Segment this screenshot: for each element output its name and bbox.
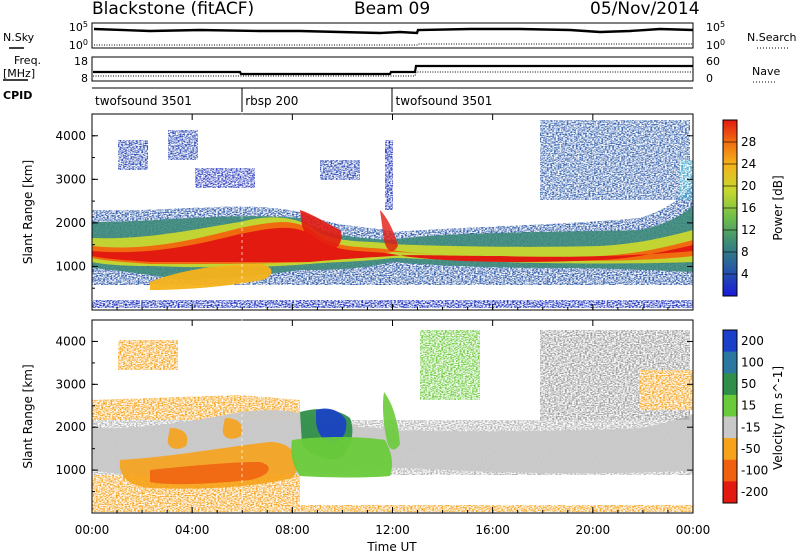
velocity-colorbar-block [723, 459, 737, 482]
velocity-colorbar-label: 50 [741, 377, 756, 391]
date-title: 05/Nov/2014 [590, 0, 700, 19]
x-tick-label: 04:00 [175, 523, 210, 537]
velocity-colorbar-label: -200 [741, 485, 768, 499]
velocity-colorbar-label: 100 [741, 355, 764, 369]
velocity-colorbar [722, 329, 738, 504]
velocity-colorbar-label: 200 [741, 334, 764, 348]
noise-left-tick-label: 100 [69, 38, 88, 52]
y-tick-label: 1000 [55, 463, 86, 477]
nave-label: Nave [752, 65, 781, 78]
y-tick-label: 4000 [55, 129, 86, 143]
power-heatmap [92, 120, 693, 308]
power-colorbar-label: 28 [741, 135, 756, 149]
y-tick-label: 2000 [55, 420, 86, 434]
cpid-segment-label: twofsound 3501 [396, 94, 493, 108]
y-tick-label: 2000 [55, 216, 86, 230]
freq-left-tick-label: 8 [81, 72, 88, 85]
velocity-colorbar-title: Velocity [m s^-1] [771, 366, 785, 470]
velocity-colorbar-label: 15 [741, 399, 756, 413]
y-tick-label: 4000 [55, 334, 86, 348]
noise-panel [91, 22, 694, 49]
freq-label: Freq. [14, 54, 42, 67]
x-tick-label: 00:00 [676, 523, 711, 537]
velocity-colorbar-block [723, 481, 737, 504]
cpid-segment-label: rbsp 200 [245, 94, 298, 108]
velocity-colorbar-block [723, 416, 737, 439]
power-colorbar-label: 24 [741, 157, 756, 171]
nsky-trace [93, 27, 694, 35]
freq-unit-label: [MHz] [3, 67, 36, 80]
velocity-colorbar-block [723, 438, 737, 461]
power-colorbar-label: 8 [741, 245, 749, 259]
frequency-panel [91, 56, 694, 82]
power-colorbar-label: 12 [741, 223, 756, 237]
y-tick-label: 1000 [55, 259, 86, 273]
beam-title: Beam 09 [354, 0, 431, 19]
nave-trace [93, 71, 693, 77]
velocity-colorbar-block [723, 394, 737, 417]
velocity-y-axis-label: Slant Range [km] [21, 364, 35, 468]
power-y-axis-label: Slant Range [km] [21, 160, 35, 264]
noise-right-tick-label: 100 [706, 38, 725, 52]
power-colorbar-label: 20 [741, 179, 756, 193]
velocity-colorbar-label: -50 [741, 442, 761, 456]
nsky-label: N.Sky [3, 31, 35, 44]
nave-right-tick-label: 60 [706, 55, 720, 68]
nsearch-label: N.Search [747, 31, 797, 44]
velocity-colorbar-block [723, 351, 737, 374]
velocity-colorbar-frame [722, 329, 738, 504]
x-tick-label: 20:00 [576, 523, 611, 537]
power-colorbar-title: Power [dB] [771, 175, 785, 240]
y-tick-label: 3000 [55, 172, 86, 186]
nave-right-tick-label: 0 [706, 72, 713, 85]
velocity-colorbar-label: -100 [741, 464, 768, 478]
cpid-segment-label: twofsound 3501 [95, 94, 192, 108]
x-axis-label: Time UT [366, 540, 417, 554]
frequency-trace [93, 64, 693, 76]
x-tick-label: 12:00 [375, 523, 410, 537]
nsearch-trace [94, 43, 693, 46]
cpid-label: CPID [3, 89, 33, 102]
y-tick-label: 3000 [55, 377, 86, 391]
noise-right-tick-label: 105 [706, 20, 725, 34]
power-colorbar-label: 4 [741, 267, 749, 281]
velocity-colorbar-block [723, 330, 737, 353]
x-tick-label: 16:00 [475, 523, 510, 537]
velocity-colorbar-block [723, 373, 737, 396]
x-tick-label: 00:00 [75, 523, 110, 537]
velocity-heatmap [92, 330, 693, 512]
noise-left-tick-label: 105 [69, 20, 88, 34]
velocity-colorbar-label: -15 [741, 420, 761, 434]
power-colorbar-label: 16 [741, 201, 756, 215]
x-tick-label: 08:00 [275, 523, 310, 537]
station-title: Blackstone (fitACF) [92, 0, 255, 19]
freq-left-tick-label: 18 [74, 55, 88, 68]
